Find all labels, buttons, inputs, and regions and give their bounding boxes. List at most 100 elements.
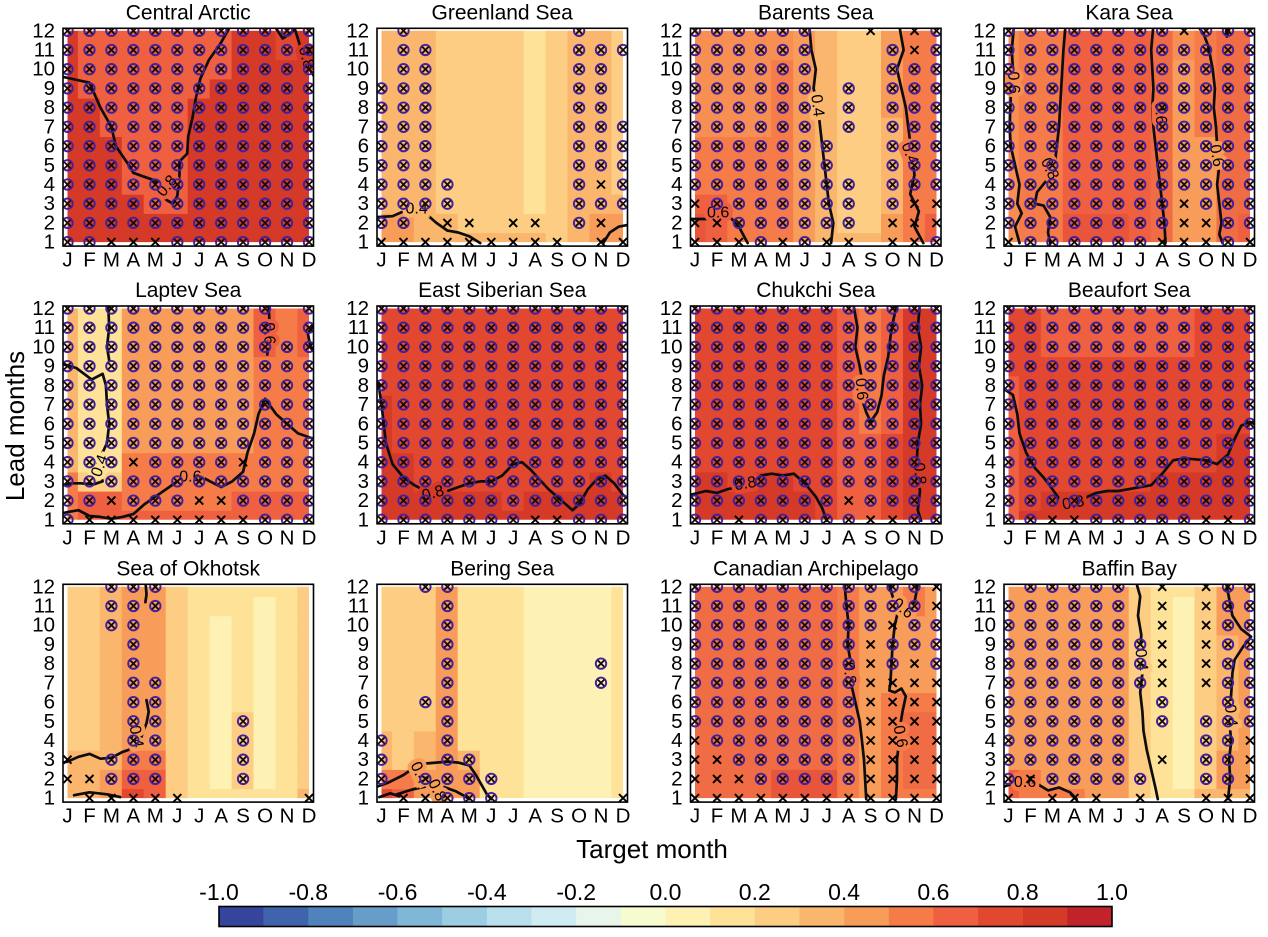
- svg-text:J: J: [486, 526, 496, 549]
- svg-text:12: 12: [346, 575, 369, 598]
- svg-text:8: 8: [358, 96, 369, 119]
- svg-text:7: 7: [358, 115, 369, 138]
- svg-text:M: M: [774, 249, 791, 272]
- svg-text:7: 7: [44, 115, 55, 138]
- svg-text:8: 8: [44, 96, 55, 119]
- svg-text:5: 5: [671, 432, 682, 455]
- svg-text:O: O: [1198, 526, 1214, 549]
- svg-text:J: J: [1113, 805, 1123, 828]
- svg-text:S: S: [864, 805, 878, 828]
- svg-text:J: J: [1113, 249, 1123, 272]
- svg-text:N: N: [907, 805, 922, 828]
- svg-text:J: J: [486, 249, 496, 272]
- svg-text:Target month: Target month: [576, 834, 728, 864]
- svg-text:S: S: [864, 526, 878, 549]
- svg-text:N: N: [1221, 805, 1236, 828]
- svg-text:10: 10: [973, 614, 996, 637]
- svg-text:J: J: [194, 526, 204, 549]
- svg-text:Laptev Sea: Laptev Sea: [135, 279, 242, 302]
- svg-text:3: 3: [671, 192, 682, 215]
- svg-text:Beaufort Sea: Beaufort Sea: [1068, 279, 1191, 302]
- svg-text:3: 3: [671, 748, 682, 771]
- svg-text:1: 1: [985, 508, 996, 531]
- svg-text:A: A: [754, 249, 768, 272]
- svg-text:A: A: [127, 805, 141, 828]
- svg-text:1: 1: [985, 231, 996, 254]
- svg-text:4: 4: [44, 729, 55, 752]
- svg-text:A: A: [127, 249, 141, 272]
- svg-text:O: O: [885, 249, 901, 272]
- svg-text:M: M: [417, 805, 434, 828]
- svg-text:11: 11: [975, 595, 996, 618]
- svg-text:5: 5: [44, 710, 55, 733]
- svg-text:O: O: [257, 805, 273, 828]
- svg-text:8: 8: [358, 652, 369, 675]
- svg-text:N: N: [1221, 526, 1236, 549]
- svg-text:12: 12: [660, 297, 683, 320]
- svg-text:M: M: [1044, 249, 1061, 272]
- svg-text:S: S: [1177, 249, 1191, 272]
- svg-text:J: J: [800, 805, 810, 828]
- svg-text:2: 2: [985, 767, 996, 790]
- svg-text:J: J: [508, 805, 518, 828]
- svg-text:M: M: [730, 805, 747, 828]
- svg-text:M: M: [1088, 805, 1105, 828]
- svg-text:A: A: [754, 805, 768, 828]
- svg-text:M: M: [103, 249, 120, 272]
- svg-text:O: O: [1198, 249, 1214, 272]
- svg-text:Central Arctic: Central Arctic: [126, 1, 251, 24]
- svg-text:F: F: [83, 805, 96, 828]
- svg-text:2: 2: [358, 489, 369, 512]
- svg-text:S: S: [550, 249, 564, 272]
- svg-text:M: M: [461, 805, 478, 828]
- svg-text:11: 11: [34, 595, 55, 618]
- svg-text:S: S: [236, 249, 250, 272]
- svg-text:7: 7: [44, 393, 55, 416]
- svg-text:J: J: [800, 249, 810, 272]
- svg-text:-1.0: -1.0: [199, 879, 239, 905]
- svg-text:S: S: [236, 805, 250, 828]
- svg-text:S: S: [550, 805, 564, 828]
- svg-text:J: J: [486, 805, 496, 828]
- svg-text:8: 8: [671, 652, 682, 675]
- svg-text:4: 4: [985, 451, 996, 474]
- svg-text:10: 10: [660, 614, 683, 637]
- svg-text:5: 5: [671, 154, 682, 177]
- svg-text:9: 9: [44, 355, 55, 378]
- svg-text:12: 12: [32, 575, 55, 598]
- svg-text:J: J: [1003, 805, 1013, 828]
- svg-text:F: F: [1024, 805, 1037, 828]
- svg-text:Kara Sea: Kara Sea: [1085, 1, 1173, 24]
- svg-text:A: A: [441, 805, 455, 828]
- svg-text:1: 1: [44, 231, 55, 254]
- svg-text:8: 8: [985, 652, 996, 675]
- svg-text:O: O: [257, 526, 273, 549]
- svg-text:M: M: [1088, 526, 1105, 549]
- svg-text:4: 4: [358, 451, 369, 474]
- svg-text:10: 10: [346, 335, 369, 358]
- svg-text:1: 1: [358, 231, 369, 254]
- svg-text:Sea of Okhotsk: Sea of Okhotsk: [116, 557, 260, 580]
- svg-text:3: 3: [985, 470, 996, 493]
- svg-text:4: 4: [44, 173, 55, 196]
- svg-text:3: 3: [44, 192, 55, 215]
- svg-text:-0.4: -0.4: [467, 879, 507, 905]
- svg-text:2: 2: [44, 211, 55, 234]
- svg-text:D: D: [302, 805, 317, 828]
- svg-text:J: J: [800, 526, 810, 549]
- svg-text:J: J: [62, 526, 72, 549]
- svg-text:A: A: [441, 526, 455, 549]
- svg-text:5: 5: [358, 154, 369, 177]
- svg-text:5: 5: [671, 710, 682, 733]
- svg-text:2: 2: [358, 767, 369, 790]
- svg-text:J: J: [172, 526, 182, 549]
- svg-text:1: 1: [44, 787, 55, 810]
- svg-text:8: 8: [985, 96, 996, 119]
- svg-text:M: M: [730, 526, 747, 549]
- svg-text:9: 9: [358, 77, 369, 100]
- svg-text:J: J: [376, 526, 386, 549]
- svg-text:D: D: [1243, 249, 1258, 272]
- svg-text:3: 3: [44, 748, 55, 771]
- svg-text:F: F: [83, 249, 96, 272]
- svg-text:A: A: [842, 805, 856, 828]
